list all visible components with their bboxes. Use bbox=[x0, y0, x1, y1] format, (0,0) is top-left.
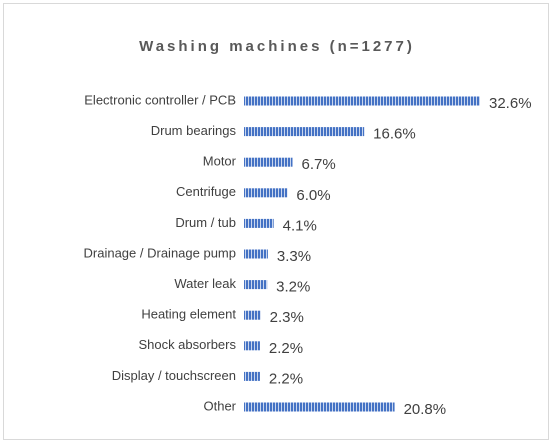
y-tick-label: Centrifuge bbox=[176, 184, 236, 199]
bar bbox=[244, 280, 268, 290]
bar bbox=[244, 157, 293, 167]
data-label: 3.2% bbox=[276, 279, 310, 296]
y-tick-label: Other bbox=[203, 398, 236, 413]
bar bbox=[244, 218, 274, 228]
y-tick-label: Electronic controller / PCB bbox=[84, 92, 236, 107]
data-label: 3.3% bbox=[277, 248, 311, 265]
bar bbox=[244, 249, 268, 259]
data-label: 32.6% bbox=[489, 95, 532, 112]
y-tick-label: Motor bbox=[203, 154, 237, 169]
data-label: 2.2% bbox=[269, 370, 303, 387]
bar bbox=[244, 188, 288, 198]
chart-title: Washing machines (n=1277) bbox=[139, 38, 415, 55]
bar bbox=[244, 371, 260, 381]
data-label: 2.3% bbox=[270, 309, 304, 326]
data-label: 4.1% bbox=[283, 217, 317, 234]
bar bbox=[244, 341, 260, 351]
data-label: 6.7% bbox=[302, 156, 336, 173]
bar bbox=[244, 96, 480, 106]
data-label: 16.6% bbox=[373, 126, 416, 143]
bar bbox=[244, 127, 365, 137]
y-tick-label: Display / touchscreen bbox=[112, 368, 236, 383]
y-tick-label: Shock absorbers bbox=[138, 337, 236, 352]
y-tick-label: Drum / tub bbox=[175, 215, 236, 230]
y-tick-label: Drainage / Drainage pump bbox=[84, 245, 236, 260]
y-tick-label: Water leak bbox=[174, 276, 236, 291]
bar bbox=[244, 402, 395, 412]
data-label: 2.2% bbox=[269, 340, 303, 357]
bar bbox=[244, 310, 261, 320]
y-tick-label: Drum bearings bbox=[151, 123, 237, 138]
y-tick-label: Heating element bbox=[141, 307, 236, 322]
data-label: 6.0% bbox=[296, 187, 330, 204]
chart-border bbox=[3, 3, 549, 440]
data-label: 20.8% bbox=[404, 401, 447, 418]
